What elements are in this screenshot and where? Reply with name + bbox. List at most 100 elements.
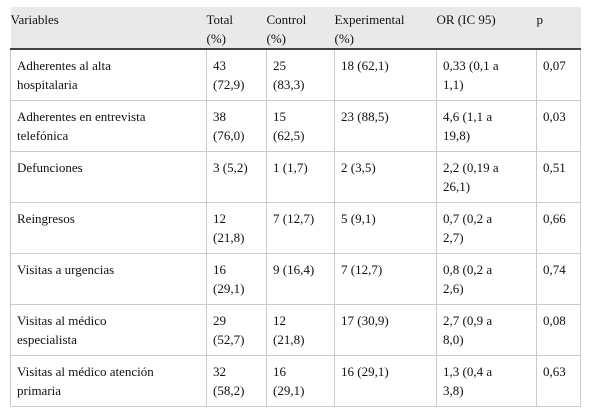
cell-line: 3,8): [443, 382, 464, 398]
column-header-or-ic95: OR (IC 95): [436, 7, 537, 49]
cell-line: Adherentes en entrevista: [17, 108, 146, 124]
cell-line: 16: [213, 261, 226, 277]
cell-line: 1,1): [443, 77, 464, 92]
cell-variables: Defunciones: [10, 151, 207, 203]
column-header-experimental: Experimental (%): [334, 7, 437, 49]
cell-line: 8,0): [443, 331, 464, 347]
cell-line: Visitas al médico atención: [17, 363, 154, 379]
cell-line: 23 (88,5): [341, 108, 389, 124]
cell-line: Defunciones: [17, 159, 83, 175]
cell-line: (62,5): [273, 127, 305, 143]
table-row: Visitas al médico atención primaria 32 (58,…: [10, 355, 581, 407]
cell-p-value: 0,74: [536, 253, 581, 305]
cell-experimental: 17 (30,9): [334, 304, 437, 356]
cell-line: (29,1): [273, 382, 305, 398]
cell-line: primaria: [17, 382, 62, 398]
cell-line: 1 (1,7): [273, 159, 308, 175]
cell-line: 12: [273, 312, 286, 328]
cell-line: 19,8): [443, 127, 471, 143]
cell-line: 0,07: [543, 58, 566, 73]
cell-line: 0,7 (0,2 a: [443, 210, 493, 226]
cell-or-ic95: 4,6 (1,1 a 19,8): [436, 100, 537, 152]
cell-line: (21,8): [213, 229, 245, 245]
cell-total: 29 (52,7): [206, 304, 267, 356]
table-row: Adherentes en entrevista telefónica 38 (76,…: [10, 100, 581, 152]
cell-line: 7 (12,7): [341, 261, 383, 277]
cell-line: 4,6 (1,1 a: [443, 108, 493, 124]
cell-line: 17 (30,9): [341, 312, 389, 328]
cell-experimental: 5 (9,1): [334, 202, 437, 254]
column-header-p-value: p: [536, 7, 581, 49]
cell-experimental: 18 (62,1): [334, 49, 437, 101]
header-line: Control: [266, 12, 307, 27]
cell-line: Reingresos: [17, 210, 75, 226]
cell-p-value: 0,63: [536, 355, 581, 407]
cell-total: 43 (72,9): [206, 49, 267, 101]
cell-line: 0,08: [543, 312, 566, 328]
cell-line: (21,8): [273, 331, 305, 347]
cell-total: 16 (29,1): [206, 253, 267, 305]
cell-line: 38: [213, 108, 226, 124]
cell-line: 3 (5,2): [213, 159, 248, 175]
cell-line: 16: [273, 363, 286, 379]
cell-line: 2 (3,5): [341, 159, 376, 175]
cell-variables: Visitas al médico atención primaria: [10, 355, 207, 407]
cell-total: 32 (58,2): [206, 355, 267, 407]
table-row: Visitas al médico especialista 29 (52,7) 12 (…: [10, 304, 581, 356]
cell-total: 3 (5,2): [206, 151, 267, 203]
table-body: Adherentes al alta hospitalaria 43 (72,9) 25…: [10, 49, 581, 407]
cell-line: 12: [213, 210, 226, 226]
column-header-total: Total (%): [206, 7, 267, 49]
cell-control: 9 (16,4): [266, 253, 335, 305]
header-line: (%): [334, 31, 355, 46]
cell-line: 0,66: [543, 210, 566, 226]
header-line: Variables: [10, 12, 59, 27]
cell-control: 15 (62,5): [266, 100, 335, 152]
cell-line: 0,03: [543, 108, 566, 124]
cell-line: 25: [273, 58, 286, 73]
header-line: p: [536, 12, 544, 27]
header-line: (%): [266, 31, 287, 46]
cell-line: 2,7 (0,9 a: [443, 312, 493, 328]
cell-line: (52,7): [213, 331, 245, 347]
cell-line: 1,3 (0,4 a: [443, 363, 493, 379]
cell-variables: Visitas al médico especialista: [10, 304, 207, 356]
cell-p-value: 0,51: [536, 151, 581, 203]
cell-line: (72,9): [213, 77, 245, 92]
column-header-variables: Variables: [10, 7, 207, 49]
cell-control: 16 (29,1): [266, 355, 335, 407]
cell-line: Visitas al médico: [17, 312, 107, 328]
cell-or-ic95: 2,2 (0,19 a 26,1): [436, 151, 537, 203]
header-line: (%): [206, 31, 227, 46]
cell-line: 9 (16,4): [273, 261, 315, 277]
cell-line: hospitalaria: [17, 77, 78, 92]
cell-line: 15: [273, 108, 286, 124]
cell-line: especialista: [17, 331, 77, 347]
header-line: OR (IC 95): [436, 12, 496, 27]
cell-experimental: 2 (3,5): [334, 151, 437, 203]
cell-variables: Adherentes al alta hospitalaria: [10, 49, 207, 101]
cell-total: 38 (76,0): [206, 100, 267, 152]
cell-or-ic95: 0,7 (0,2 a 2,7): [436, 202, 537, 254]
cell-control: 12 (21,8): [266, 304, 335, 356]
cell-experimental: 16 (29,1): [334, 355, 437, 407]
cell-experimental: 23 (88,5): [334, 100, 437, 152]
cell-line: 29: [213, 312, 226, 328]
cell-line: 0,63: [543, 363, 566, 379]
cell-experimental: 7 (12,7): [334, 253, 437, 305]
cell-control: 1 (1,7): [266, 151, 335, 203]
cell-total: 12 (21,8): [206, 202, 267, 254]
cell-line: (29,1): [213, 280, 245, 296]
cell-line: 2,7): [443, 229, 464, 245]
cell-variables: Adherentes en entrevista telefónica: [10, 100, 207, 152]
cell-p-value: 0,03: [536, 100, 581, 152]
cell-line: 0,8 (0,2 a: [443, 261, 493, 277]
column-header-control: Control (%): [266, 7, 335, 49]
table-row: Visitas a urgencias 16 (29,1) 9 (16,4) 7 (12…: [10, 253, 581, 305]
cell-or-ic95: 0,8 (0,2 a 2,6): [436, 253, 537, 305]
cell-line: 5 (9,1): [341, 210, 376, 226]
cell-line: (58,2): [213, 382, 245, 398]
cell-line: 2,6): [443, 280, 464, 296]
cell-line: 0,74: [543, 261, 566, 277]
cell-or-ic95: 2,7 (0,9 a 8,0): [436, 304, 537, 356]
